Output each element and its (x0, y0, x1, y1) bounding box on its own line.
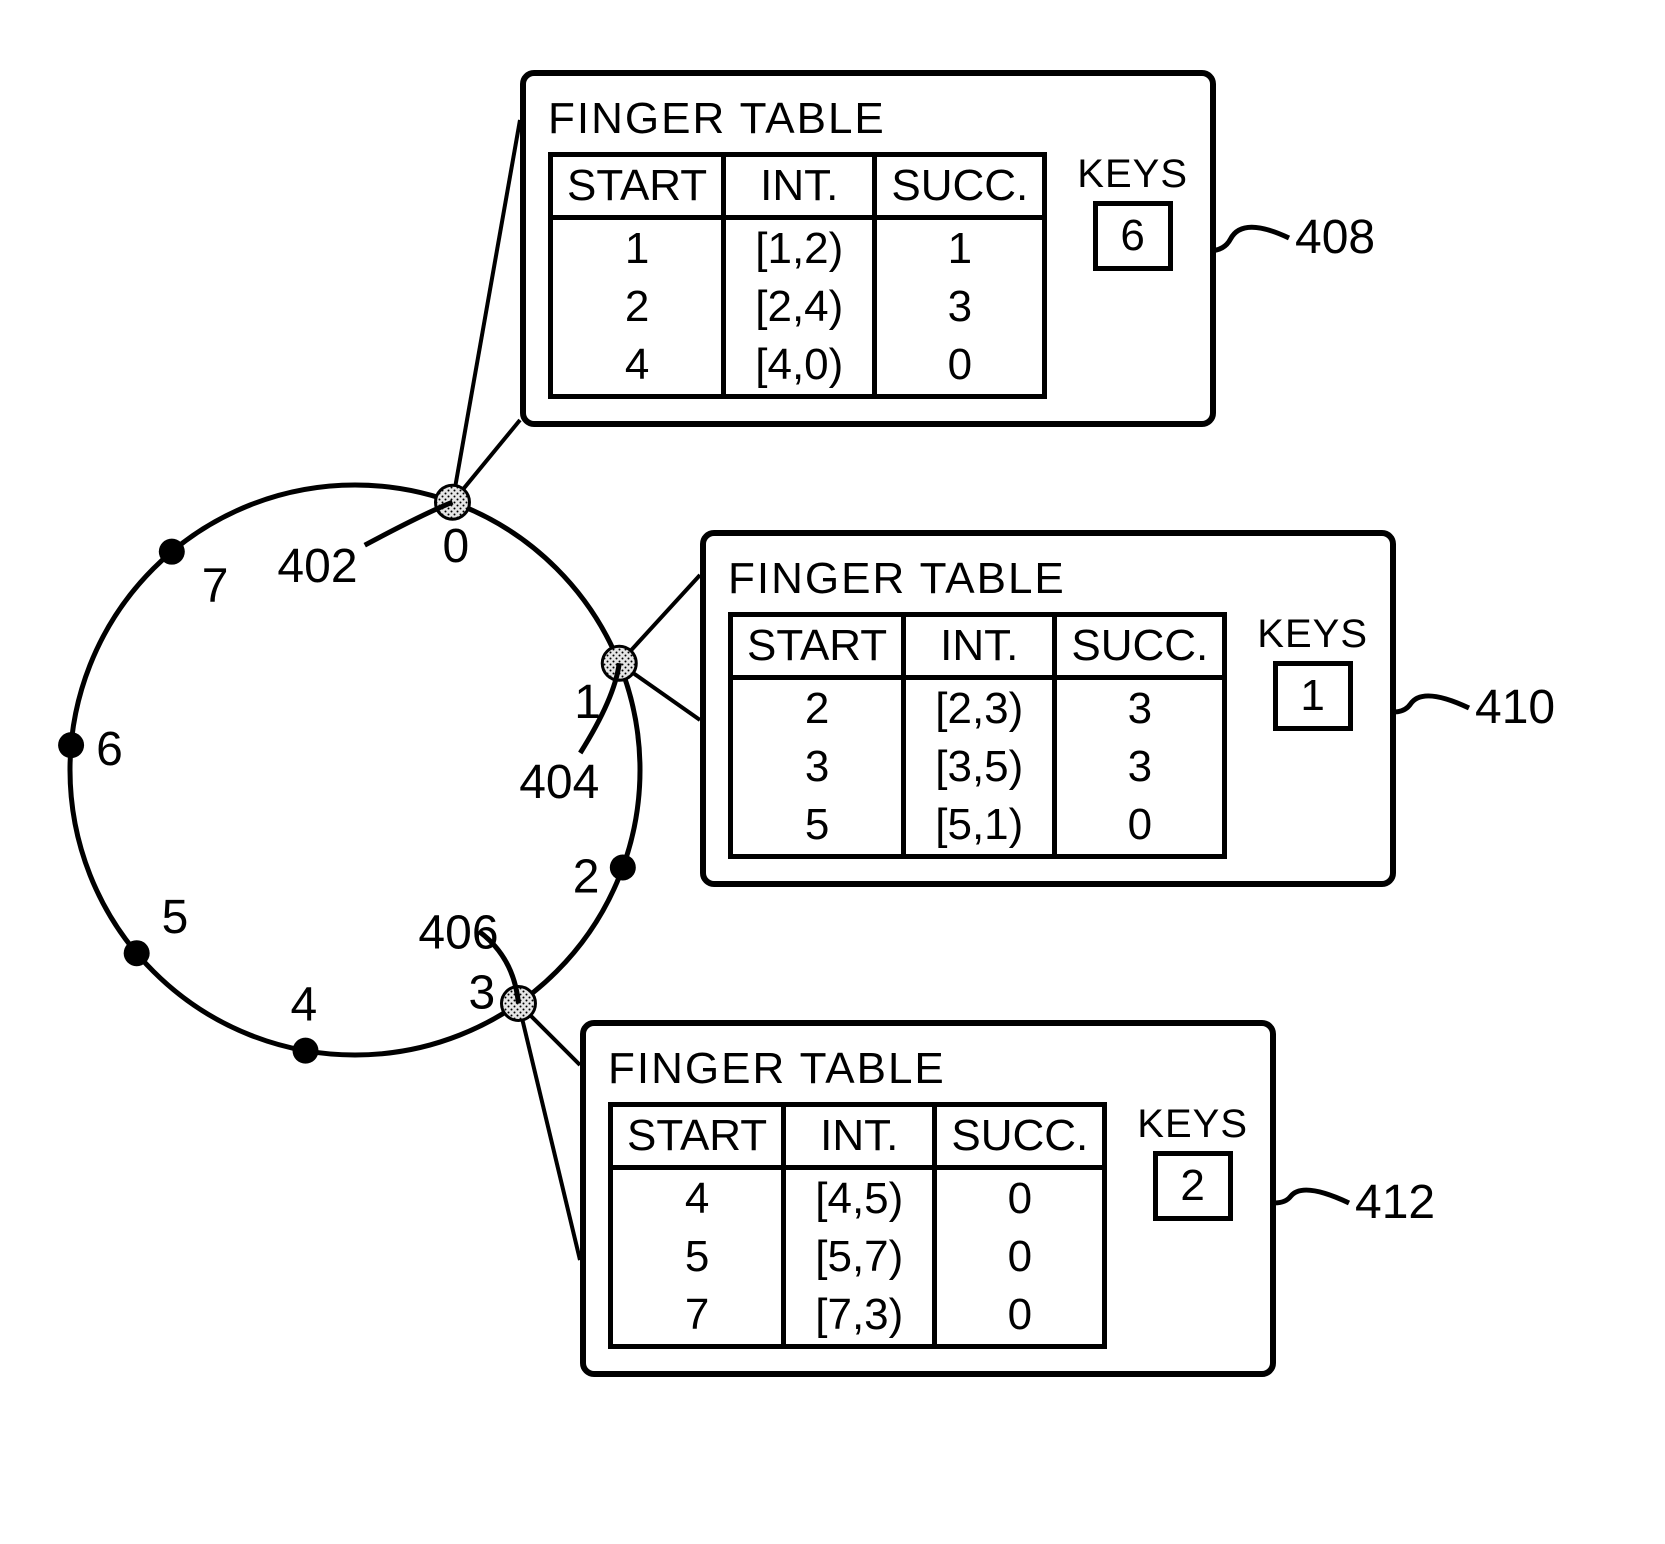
col-header-start: START (551, 155, 724, 218)
keys-label: KEYS (1077, 152, 1188, 197)
finger-table-box-2: FINGER TABLE START INT. SUCC. 4 [4,5) 0 … (580, 1020, 1276, 1377)
table-row: 2 [2,3) 3 (731, 678, 1225, 739)
col-header-succ: SUCC. (1055, 615, 1225, 678)
svg-text:4: 4 (291, 979, 318, 1032)
col-header-succ: SUCC. (935, 1105, 1105, 1168)
svg-text:3: 3 (468, 966, 495, 1019)
table-row: 1 [1,2) 1 (551, 218, 1045, 279)
keys-value: 6 (1093, 201, 1173, 271)
finger-table: START INT. SUCC. 1 [1,2) 1 2 [2,4) 3 (548, 152, 1047, 399)
finger-table-title: FINGER TABLE (608, 1044, 1248, 1094)
table-row: 5 [5,7) 0 (611, 1228, 1105, 1286)
keys-block: KEYS 2 (1137, 1102, 1248, 1221)
keys-value: 2 (1153, 1151, 1233, 1221)
table-row: 4 [4,5) 0 (611, 1168, 1105, 1229)
keys-label: KEYS (1257, 612, 1368, 657)
svg-text:406: 406 (418, 906, 498, 959)
table-row: 5 [5,1) 0 (731, 796, 1225, 857)
ref-label-408: 408 (1295, 210, 1375, 265)
finger-table: START INT. SUCC. 2 [2,3) 3 3 [3,5) 3 (728, 612, 1227, 859)
table-row: 4 [4,0) 0 (551, 336, 1045, 397)
col-header-start: START (611, 1105, 784, 1168)
svg-text:7: 7 (202, 560, 229, 613)
col-header-succ: SUCC. (875, 155, 1045, 218)
table-row: 3 [3,5) 3 (731, 738, 1225, 796)
ref-label-410: 410 (1475, 680, 1555, 735)
svg-text:5: 5 (162, 891, 189, 944)
finger-table-box-0: FINGER TABLE START INT. SUCC. 1 [1,2) 1 … (520, 70, 1216, 427)
table-row: 7 [7,3) 0 (611, 1286, 1105, 1347)
col-header-int: INT. (724, 155, 875, 218)
ref-label-412: 412 (1355, 1175, 1435, 1230)
finger-table-title: FINGER TABLE (548, 94, 1188, 144)
keys-block: KEYS 6 (1077, 152, 1188, 271)
finger-table: START INT. SUCC. 4 [4,5) 0 5 [5,7) 0 (608, 1102, 1107, 1349)
finger-table-title: FINGER TABLE (728, 554, 1368, 604)
keys-value: 1 (1273, 661, 1353, 731)
finger-table-box-1: FINGER TABLE START INT. SUCC. 2 [2,3) 3 … (700, 530, 1396, 887)
col-header-int: INT. (904, 615, 1055, 678)
svg-text:2: 2 (573, 850, 600, 903)
table-row: 2 [2,4) 3 (551, 278, 1045, 336)
col-header-start: START (731, 615, 904, 678)
keys-block: KEYS 1 (1257, 612, 1368, 731)
keys-label: KEYS (1137, 1102, 1248, 1147)
svg-text:404: 404 (519, 756, 599, 809)
svg-text:402: 402 (277, 540, 357, 593)
diagram-canvas: 0 402 1 404 2 3 406 4 5 6 7 FINGER TABLE START INT… (0, 0, 1665, 1544)
svg-text:0: 0 (442, 520, 469, 573)
svg-text:6: 6 (96, 723, 123, 776)
col-header-int: INT. (784, 1105, 935, 1168)
